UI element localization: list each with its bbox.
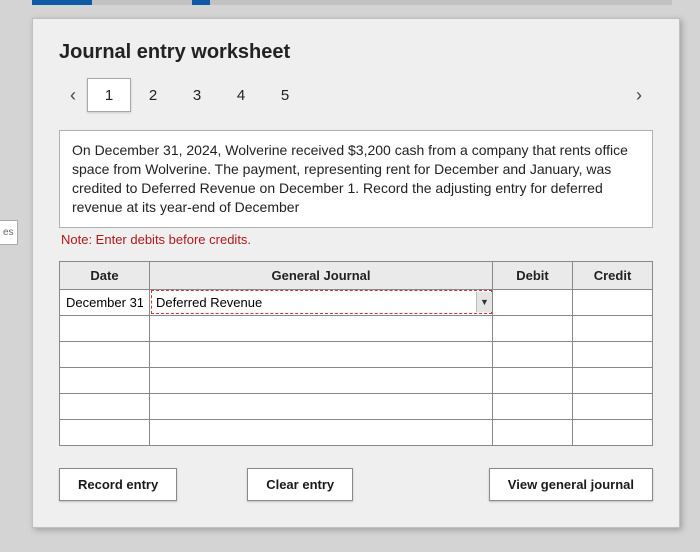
cell-debit[interactable]	[493, 289, 573, 315]
table-row	[60, 315, 653, 341]
table-row	[60, 341, 653, 367]
cell-credit[interactable]	[573, 419, 653, 445]
credit-input[interactable]	[579, 295, 646, 310]
date-input[interactable]	[66, 321, 143, 336]
cell-debit[interactable]	[493, 393, 573, 419]
cell-date[interactable]	[60, 289, 150, 315]
card-title: Journal entry worksheet	[59, 41, 653, 64]
gj-input[interactable]	[156, 399, 486, 414]
credit-input[interactable]	[579, 425, 646, 440]
journal-tbody: ▼	[60, 289, 653, 445]
cell-credit[interactable]	[573, 341, 653, 367]
cell-credit[interactable]	[573, 315, 653, 341]
cell-debit[interactable]	[493, 367, 573, 393]
gj-input[interactable]	[156, 373, 486, 388]
cell-debit[interactable]	[493, 341, 573, 367]
progress-bar	[32, 0, 672, 5]
tab-3[interactable]: 3	[175, 78, 219, 112]
cell-general-journal[interactable]	[150, 367, 493, 393]
debit-input[interactable]	[499, 425, 566, 440]
prev-arrow[interactable]: ‹	[59, 78, 87, 112]
cell-general-journal[interactable]	[150, 341, 493, 367]
table-row	[60, 393, 653, 419]
debit-input[interactable]	[499, 373, 566, 388]
table-row: ▼	[60, 289, 653, 315]
clear-entry-button[interactable]: Clear entry	[247, 468, 353, 501]
credit-input[interactable]	[579, 321, 646, 336]
record-entry-button[interactable]: Record entry	[59, 468, 177, 501]
cell-credit[interactable]	[573, 289, 653, 315]
cell-date[interactable]	[60, 341, 150, 367]
cell-debit[interactable]	[493, 315, 573, 341]
buttons-row: Record entry Clear entry View general jo…	[59, 468, 653, 501]
cell-date[interactable]	[60, 419, 150, 445]
cell-date[interactable]	[60, 315, 150, 341]
dropdown-caret-icon[interactable]: ▼	[476, 292, 492, 312]
cell-date[interactable]	[60, 367, 150, 393]
date-input[interactable]	[66, 425, 143, 440]
cell-date[interactable]	[60, 393, 150, 419]
tab-2[interactable]: 2	[131, 78, 175, 112]
cell-general-journal[interactable]	[150, 315, 493, 341]
cell-general-journal[interactable]: ▼	[150, 289, 493, 315]
instruction-box: On December 31, 2024, Wolverine received…	[59, 130, 653, 228]
worksheet-card: Journal entry worksheet ‹ 1 2 3 4 5 › On…	[32, 18, 680, 528]
gj-input[interactable]	[156, 295, 486, 310]
sidebar-fragment: es	[0, 220, 18, 245]
journal-table: Date General Journal Debit Credit ▼	[59, 261, 653, 446]
th-general-journal: General Journal	[150, 261, 493, 289]
cell-general-journal[interactable]	[150, 419, 493, 445]
th-debit: Debit	[493, 261, 573, 289]
date-input[interactable]	[66, 347, 143, 362]
debit-input[interactable]	[499, 295, 566, 310]
date-input[interactable]	[66, 295, 143, 310]
tab-4[interactable]: 4	[219, 78, 263, 112]
debit-input[interactable]	[499, 399, 566, 414]
th-credit: Credit	[573, 261, 653, 289]
table-row	[60, 419, 653, 445]
tab-5[interactable]: 5	[263, 78, 307, 112]
debit-input[interactable]	[499, 347, 566, 362]
instruction-text: On December 31, 2024, Wolverine received…	[72, 141, 640, 217]
date-input[interactable]	[66, 373, 143, 388]
cell-credit[interactable]	[573, 367, 653, 393]
date-input[interactable]	[66, 399, 143, 414]
view-general-journal-button[interactable]: View general journal	[489, 468, 653, 501]
gj-input[interactable]	[156, 425, 486, 440]
credit-input[interactable]	[579, 373, 646, 388]
table-row	[60, 367, 653, 393]
credit-input[interactable]	[579, 399, 646, 414]
cell-credit[interactable]	[573, 393, 653, 419]
credit-input[interactable]	[579, 347, 646, 362]
gj-input[interactable]	[156, 321, 486, 336]
tab-row: ‹ 1 2 3 4 5 ›	[59, 78, 653, 112]
note-text: Note: Enter debits before credits.	[59, 232, 653, 247]
cell-debit[interactable]	[493, 419, 573, 445]
next-arrow[interactable]: ›	[625, 78, 653, 112]
tab-1[interactable]: 1	[87, 78, 131, 112]
th-date: Date	[60, 261, 150, 289]
gj-input[interactable]	[156, 347, 486, 362]
cell-general-journal[interactable]	[150, 393, 493, 419]
debit-input[interactable]	[499, 321, 566, 336]
